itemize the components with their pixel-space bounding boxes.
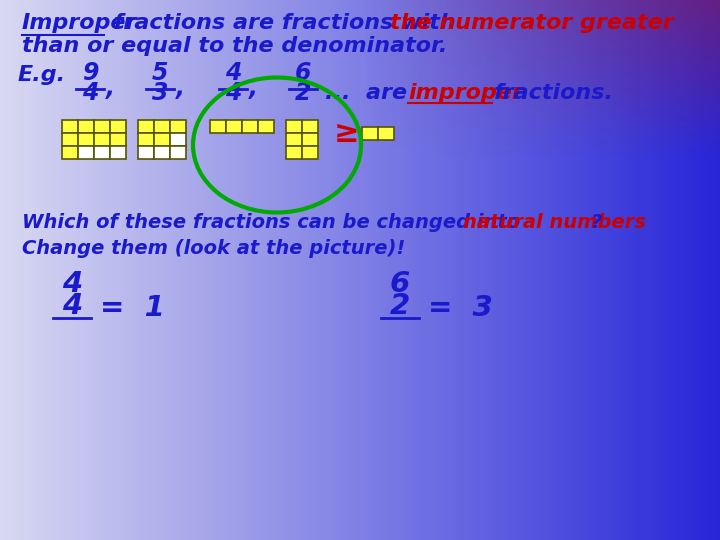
Bar	[78, 120, 94, 133]
Bar	[110, 120, 126, 133]
Text: E.g.: E.g.	[18, 65, 66, 85]
Bar	[62, 133, 78, 146]
Text: 6: 6	[390, 270, 410, 298]
Bar	[138, 133, 154, 146]
Bar	[286, 120, 302, 133]
Text: ?: ?	[591, 213, 603, 232]
Text: improper: improper	[408, 83, 523, 103]
Text: ,: ,	[249, 76, 258, 100]
Text: than or equal to the denominator.: than or equal to the denominator.	[22, 36, 447, 56]
Bar	[302, 146, 318, 159]
Bar	[94, 133, 110, 146]
Bar	[170, 133, 186, 146]
Text: 4: 4	[225, 61, 241, 85]
Bar	[138, 120, 154, 133]
Bar	[138, 146, 154, 159]
Bar	[78, 146, 94, 159]
Text: Which of these fractions can be changed into: Which of these fractions can be changed …	[22, 213, 520, 232]
Bar	[94, 146, 110, 159]
Text: 3: 3	[152, 81, 168, 105]
Bar	[170, 120, 186, 133]
Bar	[62, 120, 78, 133]
Text: 6: 6	[294, 61, 311, 85]
Bar	[78, 133, 94, 146]
Text: natural numbers: natural numbers	[463, 213, 646, 232]
Text: ...  are: ... are	[325, 83, 407, 103]
Bar	[94, 120, 110, 133]
Text: =  3: = 3	[428, 294, 493, 322]
Bar	[362, 127, 378, 140]
Bar	[154, 146, 170, 159]
Text: Improper: Improper	[22, 13, 138, 33]
Bar	[110, 146, 126, 159]
Text: Change them (look at the picture)!: Change them (look at the picture)!	[22, 239, 405, 258]
Text: 2: 2	[390, 292, 410, 320]
Bar	[286, 133, 302, 146]
Bar	[154, 133, 170, 146]
Text: ≥: ≥	[334, 119, 359, 148]
Text: 2: 2	[294, 81, 311, 105]
Text: 4: 4	[225, 81, 241, 105]
Text: the numerator greater: the numerator greater	[390, 13, 674, 33]
Text: 4: 4	[62, 292, 82, 320]
Text: 5: 5	[152, 61, 168, 85]
Bar	[170, 146, 186, 159]
Text: 9: 9	[82, 61, 98, 85]
Text: 4: 4	[62, 270, 82, 298]
Bar	[210, 120, 226, 133]
Text: fractions are fractions with: fractions are fractions with	[106, 13, 472, 33]
Text: ,: ,	[176, 76, 185, 100]
Text: =  1: = 1	[100, 294, 165, 322]
Bar	[154, 120, 170, 133]
Bar	[302, 133, 318, 146]
Bar	[242, 120, 258, 133]
Bar	[110, 133, 126, 146]
Bar	[286, 146, 302, 159]
Bar	[378, 127, 394, 140]
Bar	[258, 120, 274, 133]
Text: 4: 4	[82, 81, 98, 105]
Bar	[302, 120, 318, 133]
Text: ,: ,	[106, 76, 115, 100]
Bar	[62, 146, 78, 159]
Bar	[226, 120, 242, 133]
Text: fractions.: fractions.	[494, 83, 614, 103]
